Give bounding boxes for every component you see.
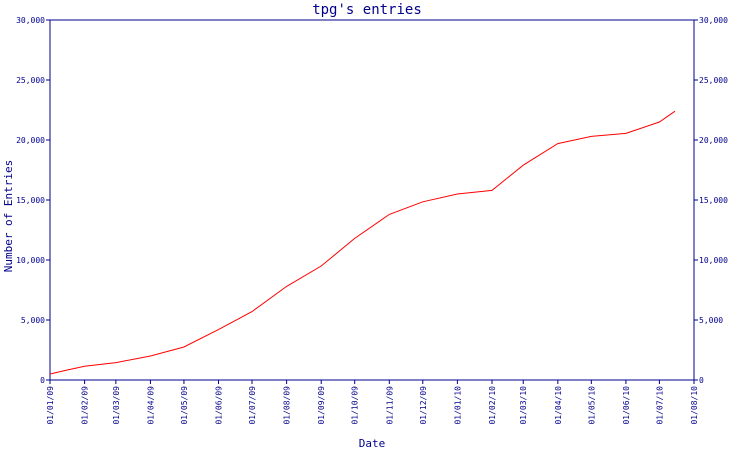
x-tick-label: 01/05/09 — [180, 386, 189, 425]
y-tick-label-right: 20,000 — [699, 136, 728, 145]
y-tick-label-right: 10,000 — [699, 256, 728, 265]
x-tick-label: 01/12/09 — [419, 386, 428, 425]
plot-area-frame — [49, 19, 695, 381]
y-tick-label-left: 25,000 — [16, 76, 45, 85]
y-tick-label-left: 20,000 — [16, 136, 45, 145]
x-tick-label: 01/03/10 — [519, 386, 528, 425]
x-tick-label: 01/03/09 — [112, 386, 121, 425]
y-tick-label-right: 5,000 — [699, 316, 723, 325]
x-tick-label: 01/07/10 — [655, 386, 664, 425]
y-tick-label-right: 0 — [699, 376, 704, 385]
y-tick-label-left: 10,000 — [16, 256, 45, 265]
y-tick-label-left: 0 — [40, 376, 45, 385]
x-tick-label: 01/06/10 — [622, 386, 631, 425]
x-tick-label: 01/05/10 — [587, 386, 596, 425]
x-tick-label: 01/01/09 — [46, 386, 55, 425]
y-tick-label-left: 15,000 — [16, 196, 45, 205]
y-axis-left: 0 5,000 10,000 15,000 20,000 25,000 30,000 — [16, 16, 50, 385]
series-line — [49, 110, 676, 375]
x-tick-label: 01/01/10 — [453, 386, 462, 425]
x-axis-label: Date — [359, 437, 386, 450]
y-axis-label: Number of Entries — [2, 160, 15, 273]
x-tick-label: 01/04/09 — [146, 386, 155, 425]
y-axis-right: 0 5,000 10,000 15,000 20,000 25,000 30,000 — [694, 16, 728, 385]
x-tick-label: 01/06/09 — [215, 386, 224, 425]
chart-title: tpg's entries — [312, 2, 422, 18]
y-tick-label-left: 30,000 — [16, 16, 45, 25]
x-tick-label: 01/11/09 — [385, 386, 394, 425]
y-tick-label-right: 15,000 — [699, 196, 728, 205]
y-tick-label-left: 5,000 — [21, 316, 45, 325]
y-tick-label-right: 25,000 — [699, 76, 728, 85]
x-tick-label: 01/07/09 — [248, 386, 257, 425]
x-tick-label: 01/02/10 — [488, 386, 497, 425]
x-tick-label: 01/08/10 — [690, 386, 699, 425]
x-tick-label: 01/10/09 — [351, 386, 360, 425]
x-tick-label: 01/09/09 — [317, 386, 326, 425]
x-axis: 01/01/09 01/02/09 01/03/09 01/04/09 01/05/09… — [46, 380, 699, 425]
x-tick-label: 01/08/09 — [283, 386, 292, 425]
x-tick-label: 01/04/10 — [554, 386, 563, 425]
x-tick-label: 01/02/09 — [81, 386, 90, 425]
y-tick-label-right: 30,000 — [699, 16, 728, 25]
